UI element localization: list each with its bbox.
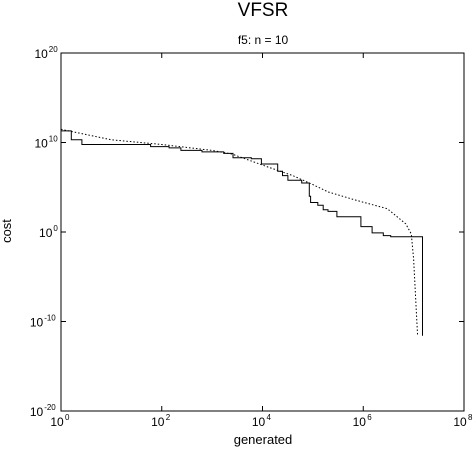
y-tick-label: 10: [30, 405, 44, 419]
x-tick-label: 10: [50, 415, 64, 429]
y-tick-exponent: -20: [44, 403, 56, 412]
y-tick-label: 10: [34, 47, 48, 61]
x-tick-label: 10: [453, 415, 467, 429]
x-tick-label: 10: [151, 415, 165, 429]
series-line-dotted: [60, 128, 419, 336]
y-tick-exponent: 10: [49, 135, 58, 144]
y-tick-label: 10: [30, 316, 44, 330]
y-tick-exponent: -10: [44, 314, 56, 323]
chart-subtitle: f5: n = 10: [238, 33, 289, 47]
x-tick-exponent: 8: [468, 413, 473, 422]
x-tick-label: 10: [252, 415, 266, 429]
x-tick-exponent: 2: [166, 413, 171, 422]
y-tick-exponent: 20: [49, 45, 58, 54]
x-tick-exponent: 6: [367, 413, 372, 422]
series-line-solid: [61, 130, 423, 336]
y-tick-label: 10: [39, 226, 53, 240]
series-group: [60, 128, 423, 336]
x-axis-label: generated: [234, 432, 293, 447]
y-axis-label: cost: [0, 219, 14, 243]
y-tick-exponent: 0: [53, 224, 58, 233]
x-tick-exponent: 0: [65, 413, 70, 422]
x-tick-exponent: 4: [267, 413, 272, 422]
chart-title: VFSR: [238, 0, 289, 21]
y-tick-label: 10: [34, 137, 48, 151]
x-tick-label: 10: [353, 415, 367, 429]
plot-frame: [60, 52, 465, 412]
